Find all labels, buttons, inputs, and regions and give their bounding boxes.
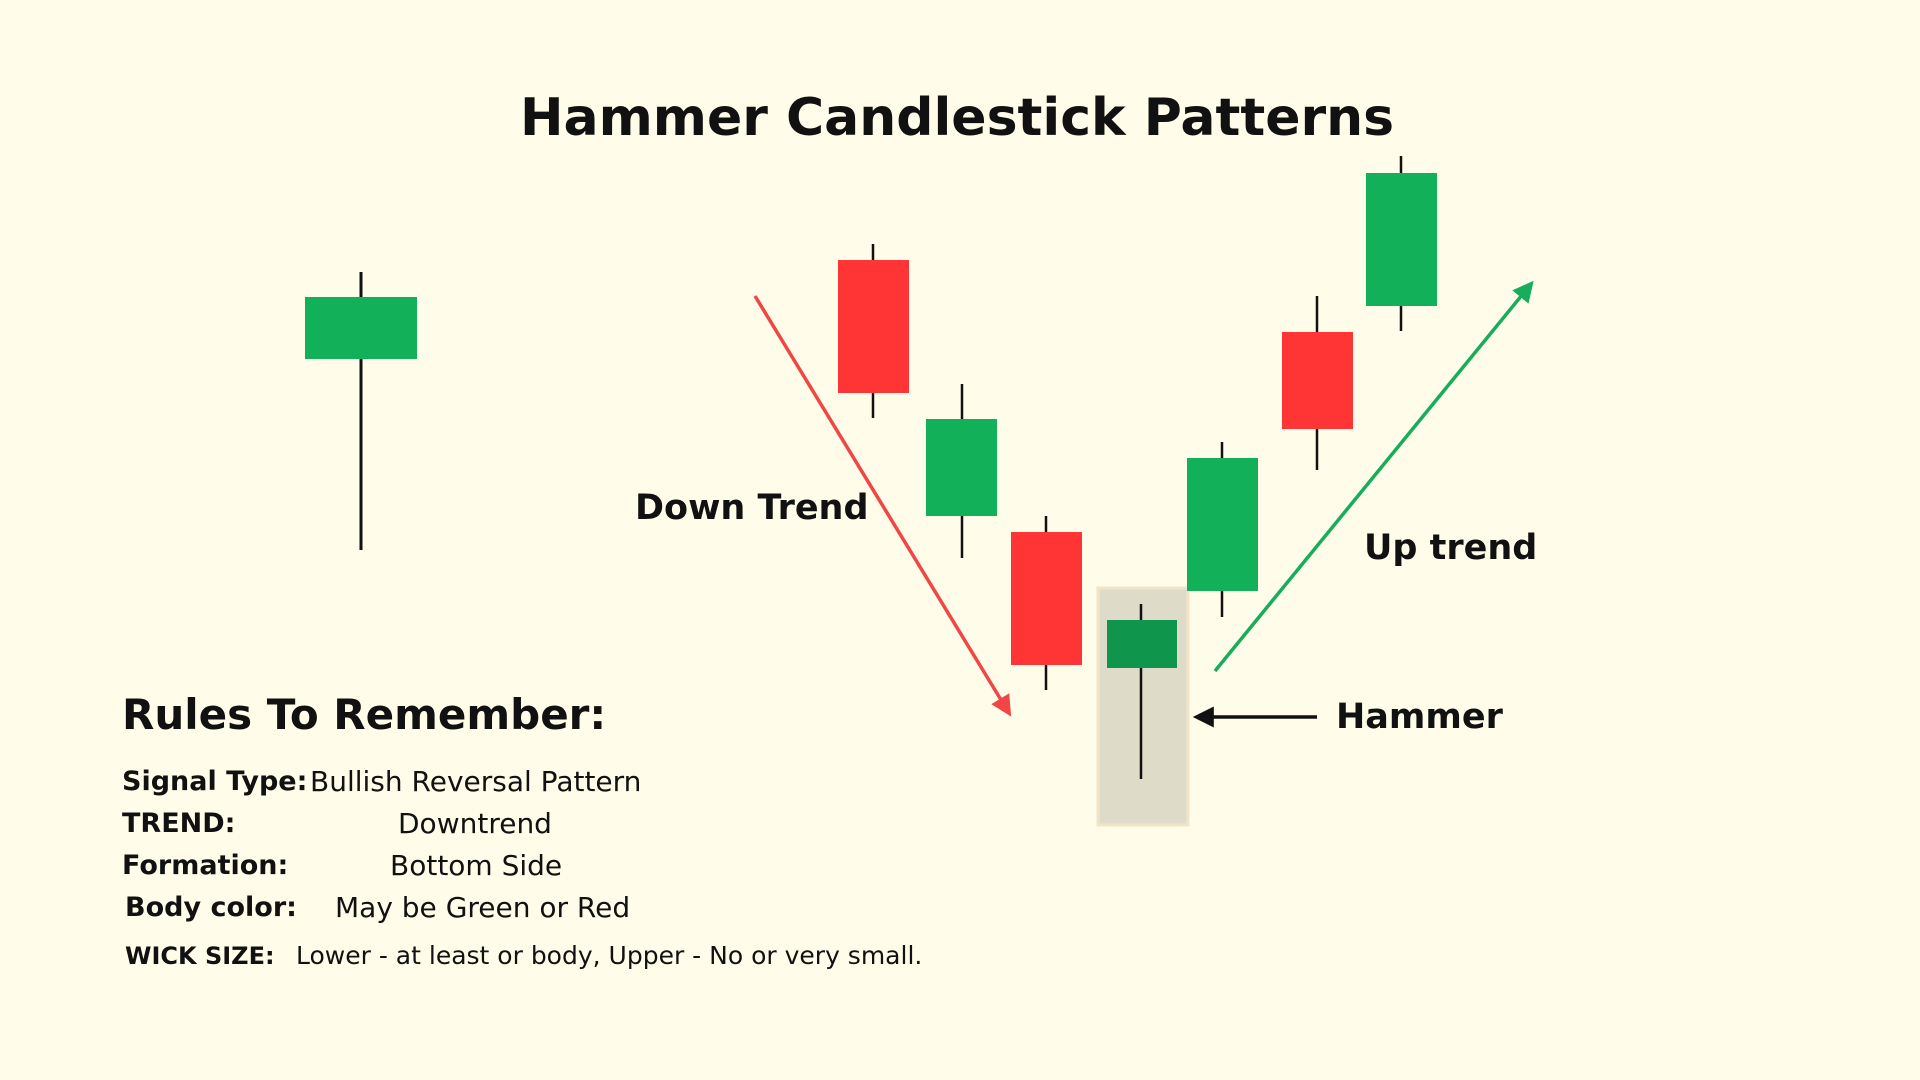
rules-heading: Rules To Remember:	[122, 690, 607, 739]
candle-1-bearish	[838, 244, 909, 418]
example-hammer-candle	[305, 272, 417, 550]
hammer-candle	[1107, 604, 1177, 779]
rule-wick-size-key: WICK SIZE:	[125, 942, 275, 970]
candle-7-body	[1366, 173, 1437, 306]
rule-body-color-key: Body color:	[125, 892, 297, 923]
hammer-label: Hammer	[1336, 697, 1503, 737]
rule-body-color-value: May be Green or Red	[335, 891, 631, 924]
candle-5-body	[1187, 458, 1258, 591]
up-trend-arrow	[1213, 280, 1534, 673]
down-trend-arrow	[753, 295, 1012, 717]
example-hammer-body	[305, 297, 417, 359]
candle-3-body	[1011, 532, 1082, 665]
candle-3-bearish	[1011, 516, 1082, 690]
candle-6-body	[1282, 332, 1353, 429]
rule-wick-size-value: Lower - at least or body, Upper - No or …	[296, 941, 923, 970]
rule-signal-type-key: Signal Type:	[122, 766, 308, 797]
rule-formation-value: Bottom Side	[390, 849, 563, 882]
rule-trend-value: Downtrend	[398, 807, 552, 840]
rule-formation-key: Formation:	[122, 850, 289, 881]
page-title: Hammer Candlestick Patterns	[520, 88, 1395, 148]
candle-7-bullish	[1366, 156, 1437, 331]
candle-1-body	[838, 260, 909, 393]
candle-5-bullish	[1187, 442, 1258, 617]
rule-trend-key: TREND:	[122, 808, 236, 839]
candle-2-bullish	[926, 384, 997, 558]
candle-6-bearish	[1282, 296, 1353, 470]
up-trend-label: Up trend	[1364, 528, 1538, 568]
candle-2-body	[926, 419, 997, 516]
rule-signal-type-value: Bullish Reversal Pattern	[310, 765, 642, 798]
down-trend-label: Down Trend	[635, 488, 869, 528]
hammer-body	[1107, 620, 1177, 668]
